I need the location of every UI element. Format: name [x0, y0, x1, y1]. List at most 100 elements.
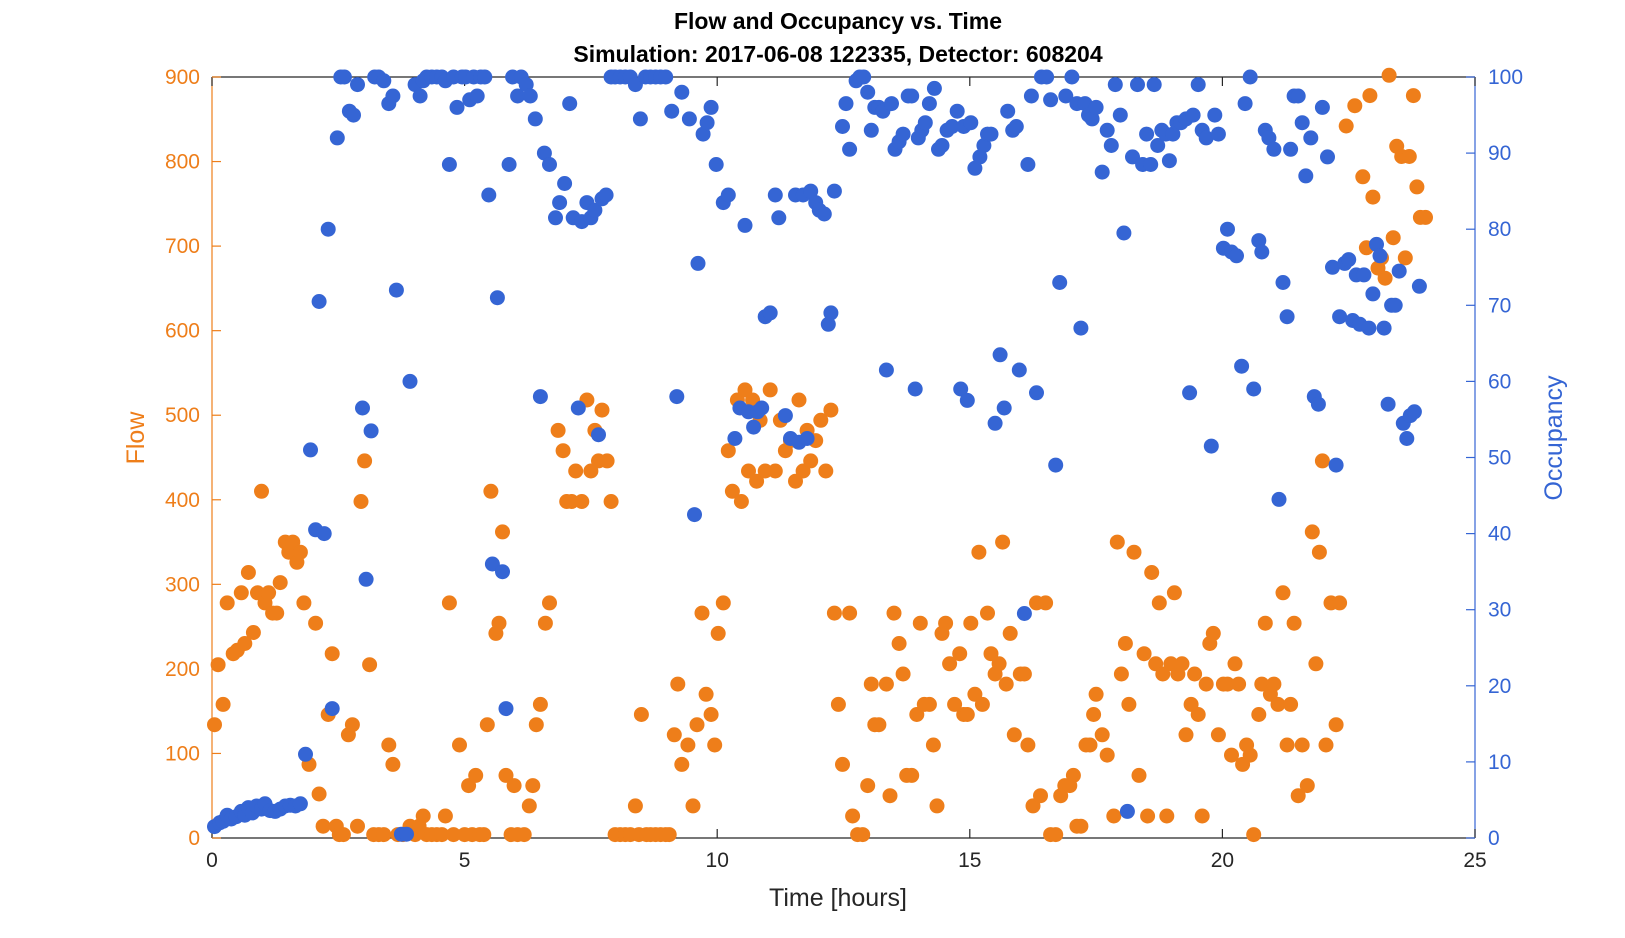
occupancy-point: [863, 122, 879, 138]
flow-point: [1106, 808, 1122, 824]
occupancy-point: [1251, 233, 1267, 249]
flow-point: [974, 696, 990, 712]
occupancy-point: [737, 217, 753, 233]
occupancy-point: [838, 96, 854, 112]
occupancy-point: [376, 73, 392, 89]
flow-point: [698, 686, 714, 702]
occupancy-point: [996, 400, 1012, 416]
flow-point: [1117, 636, 1133, 651]
flow-point: [1266, 676, 1282, 692]
occupancy-point: [1234, 358, 1250, 374]
occupancy-point: [363, 423, 379, 439]
flow-point: [1251, 707, 1267, 722]
flow-point: [1109, 534, 1125, 550]
flow-point: [633, 707, 649, 722]
occupancy-point: [498, 701, 514, 717]
occupancy-point: [532, 389, 548, 405]
flow-point: [1178, 727, 1194, 743]
occupancy-point: [953, 381, 969, 397]
occupancy-point: [658, 69, 674, 85]
flow-point: [998, 676, 1014, 692]
occupancy-point: [664, 103, 680, 119]
flow-point: [670, 676, 686, 692]
occupancy-point: [1365, 286, 1381, 302]
flow-point: [498, 767, 514, 783]
occupancy-point: [632, 111, 648, 127]
occupancy-point: [1210, 126, 1226, 142]
flow-point: [240, 565, 256, 580]
y-left-tick-label: 300: [165, 573, 200, 596]
flow-point: [245, 625, 261, 640]
flow-point: [476, 827, 492, 843]
flow-point: [381, 737, 397, 753]
occupancy-point: [477, 69, 493, 85]
flow-point: [674, 756, 690, 772]
flow-point: [995, 534, 1011, 550]
occupancy-point: [1048, 457, 1064, 473]
flow-point: [1270, 696, 1286, 712]
flow-point: [749, 473, 765, 489]
flow-point: [362, 657, 378, 673]
occupancy-point: [983, 126, 999, 142]
flow-point: [415, 808, 431, 824]
occupancy-point: [591, 427, 606, 443]
flow-point: [1338, 118, 1354, 134]
occupancy-point: [336, 69, 352, 85]
flow-point: [871, 717, 887, 733]
flow-point: [1299, 778, 1315, 794]
flow-point: [446, 827, 461, 843]
flow-point: [685, 798, 701, 814]
occupancy-point: [489, 290, 505, 306]
flow-point: [550, 422, 566, 438]
occupancy-point: [1143, 157, 1159, 172]
flow-point: [842, 605, 858, 621]
occupancy-point: [904, 88, 920, 104]
occupancy-point: [1099, 122, 1115, 138]
occupancy-point: [1043, 92, 1059, 108]
flow-point: [1355, 169, 1371, 185]
y-right-tick-label: 10: [1488, 751, 1511, 774]
occupancy-point: [835, 119, 850, 134]
flow-point: [441, 595, 457, 611]
occupancy-point: [963, 115, 979, 131]
flow-point: [741, 463, 756, 479]
occupancy-point: [1088, 99, 1104, 115]
y-left-tick-label: 200: [165, 658, 200, 681]
occupancy-point: [860, 84, 876, 100]
flow-point: [292, 544, 308, 560]
occupancy-point: [720, 187, 736, 203]
flow-point: [1246, 827, 1262, 843]
occupancy-point: [324, 701, 340, 717]
x-tick-label: 25: [1463, 849, 1486, 872]
flow-point: [1020, 737, 1036, 753]
flow-point: [483, 483, 499, 499]
flow-point: [724, 483, 740, 499]
occupancy-point: [708, 157, 724, 172]
flow-point: [891, 636, 907, 651]
y-right-tick-label: 80: [1488, 218, 1511, 241]
y-left-tick-label: 800: [165, 151, 200, 174]
occupancy-point: [1229, 248, 1244, 264]
occupancy-point: [1254, 244, 1270, 260]
y-right-tick-label: 90: [1488, 142, 1511, 165]
occupancy-point: [1139, 126, 1155, 142]
occupancy-point: [542, 157, 557, 172]
flow-point: [1151, 595, 1167, 611]
flow-point: [666, 727, 682, 743]
occupancy-point: [1119, 803, 1135, 819]
x-tick-label: 0: [206, 849, 218, 872]
occupancy-point: [1271, 491, 1287, 507]
occupancy-point: [1283, 141, 1299, 157]
occupancy-point: [1411, 278, 1427, 294]
flow-point: [1290, 788, 1306, 804]
flow-point: [1006, 727, 1022, 743]
flow-point: [835, 756, 850, 772]
occupancy-point: [799, 431, 815, 446]
y-right-tick-label: 40: [1488, 523, 1511, 546]
occupancy-point: [355, 400, 370, 416]
occupancy-point: [987, 415, 1003, 431]
occupancy-point: [921, 96, 937, 112]
occupancy-point: [967, 160, 983, 176]
flow-point: [344, 717, 360, 733]
